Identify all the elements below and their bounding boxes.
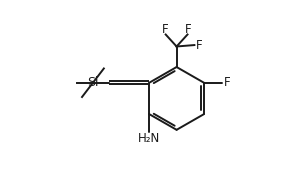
Text: H₂N: H₂N — [137, 132, 160, 145]
Text: F: F — [162, 23, 169, 36]
Text: F: F — [224, 76, 230, 89]
Text: F: F — [196, 39, 203, 52]
Text: Si: Si — [87, 76, 99, 89]
Text: F: F — [184, 23, 191, 36]
